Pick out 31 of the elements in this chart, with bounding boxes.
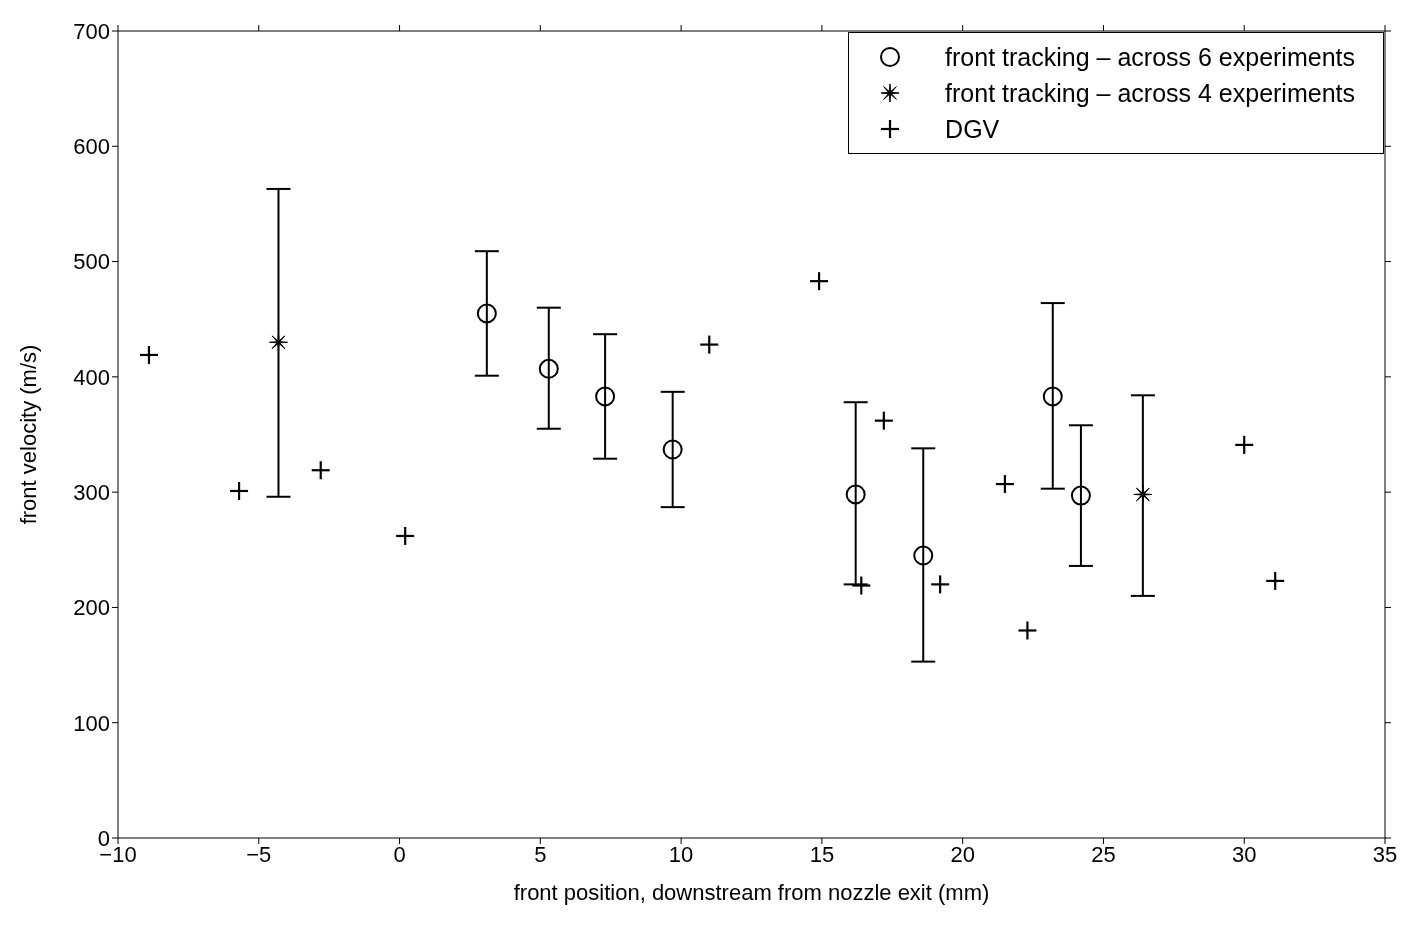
x-tick-label: 0 bbox=[393, 841, 406, 867]
y-tick-label: 100 bbox=[73, 710, 110, 736]
y-tick-label: 700 bbox=[73, 18, 110, 44]
legend-label: front tracking – across 4 experiments bbox=[945, 78, 1355, 109]
point bbox=[1133, 484, 1153, 504]
point bbox=[913, 545, 934, 566]
y-tick-label: 400 bbox=[73, 364, 110, 390]
point bbox=[845, 484, 866, 505]
point bbox=[538, 358, 559, 379]
x-tick-label: 20 bbox=[950, 841, 975, 867]
point bbox=[1070, 485, 1091, 506]
point bbox=[595, 386, 616, 407]
y-tick-label: 600 bbox=[73, 134, 110, 160]
y-tick-label: 500 bbox=[73, 249, 110, 275]
point bbox=[1042, 386, 1063, 407]
x-tick-label: 35 bbox=[1372, 841, 1398, 867]
point bbox=[662, 439, 683, 460]
x-tick-label: 5 bbox=[534, 841, 547, 867]
x-tick-label: 30 bbox=[1231, 841, 1257, 867]
y-tick-label: 200 bbox=[73, 595, 110, 621]
legend-label: front tracking – across 6 experiments bbox=[945, 42, 1355, 73]
legend-label: DGV bbox=[945, 114, 1000, 145]
point bbox=[476, 303, 497, 324]
y-tick-label: 300 bbox=[73, 479, 110, 505]
y-axis-title: front velocity (m/s) bbox=[15, 344, 41, 525]
x-tick-label: 10 bbox=[668, 841, 694, 867]
point bbox=[268, 332, 288, 352]
x-tick-label: 25 bbox=[1091, 841, 1116, 867]
x-axis-title: front position, downstream from nozzle exit (mm) bbox=[513, 880, 990, 905]
x-tick-label: −5 bbox=[246, 841, 272, 867]
x-tick-label: 15 bbox=[809, 841, 835, 867]
